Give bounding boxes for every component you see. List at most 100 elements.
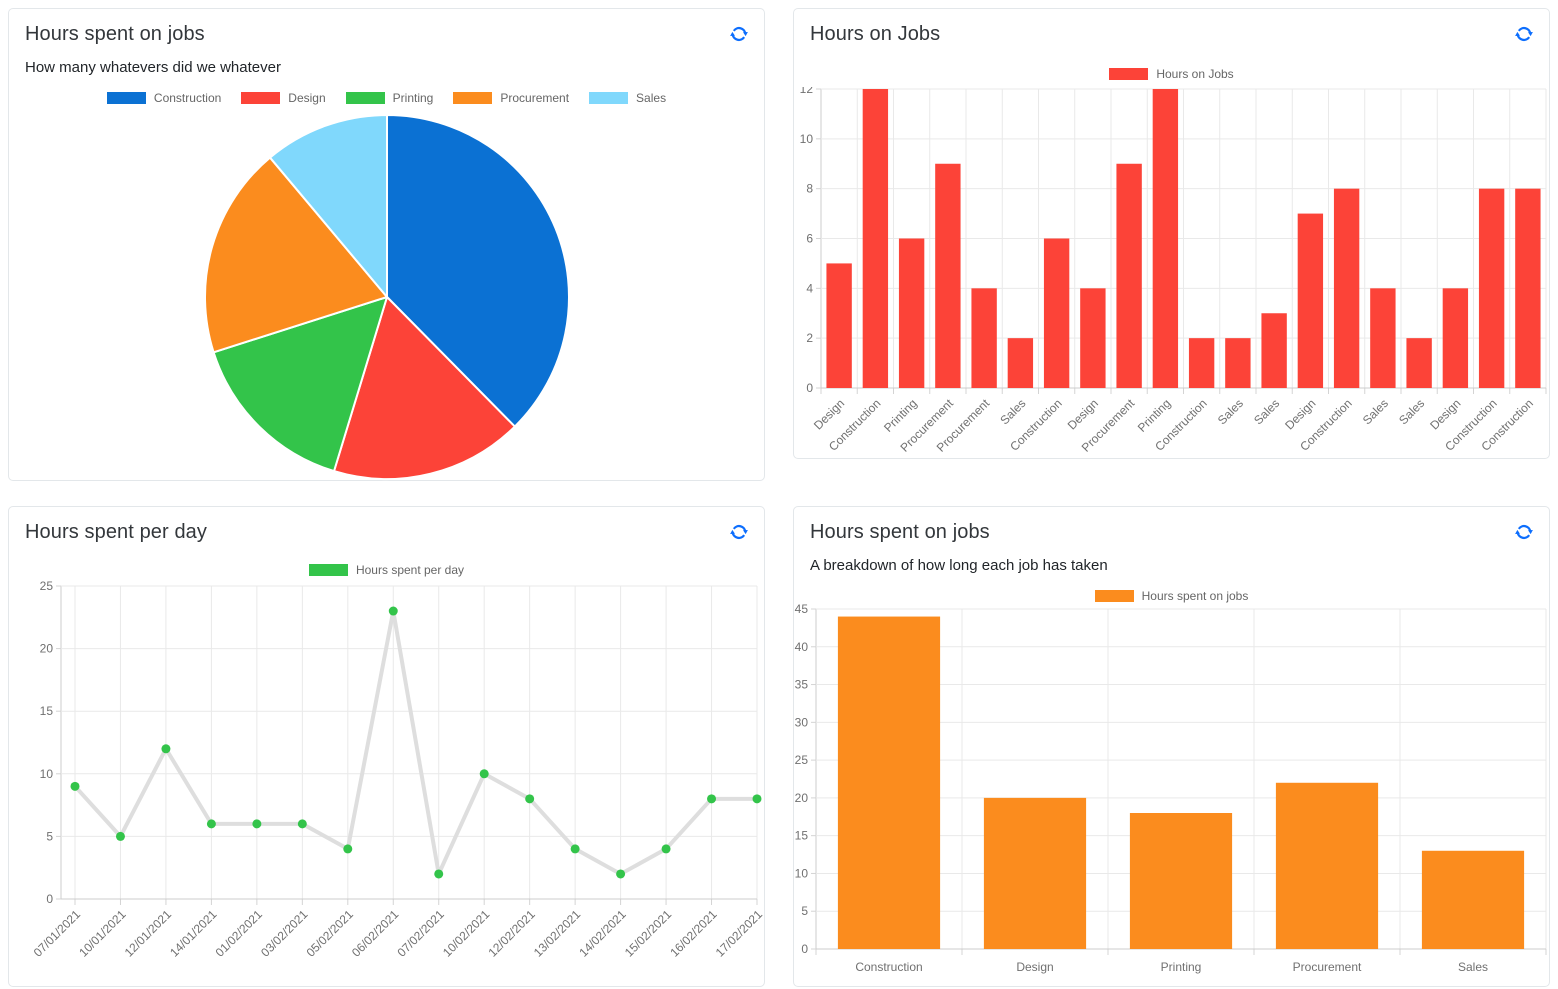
bar-design <box>983 797 1087 949</box>
chart-legend: Hours spent per day <box>9 563 764 577</box>
bar-sales <box>1007 338 1034 388</box>
legend-item[interactable]: Design <box>241 91 326 105</box>
legend-label: Design <box>288 91 326 105</box>
bar-design <box>1080 288 1106 388</box>
y-tick-label: 40 <box>795 640 809 654</box>
x-tick-label: Sales <box>1360 396 1391 427</box>
x-tick-label: 10/01/2021 <box>76 907 129 960</box>
legend-swatch <box>453 92 493 104</box>
x-tick-label: 17/02/2021 <box>713 907 766 960</box>
x-tick-label: 12/01/2021 <box>122 907 175 960</box>
x-tick-label: 14/01/2021 <box>167 907 220 960</box>
data-point <box>434 869 444 879</box>
bar-construction <box>1478 188 1505 388</box>
x-tick-label: 16/02/2021 <box>667 907 720 960</box>
legend-swatch <box>241 92 281 104</box>
pie-slice-construction <box>386 114 570 428</box>
bar-procurement <box>1275 782 1379 949</box>
x-tick-label: 14/02/2021 <box>576 907 629 960</box>
bar-sales <box>1370 288 1396 388</box>
data-point <box>297 819 307 829</box>
x-tick-label: 12/02/2021 <box>485 907 538 960</box>
panel-subtitle: How many whatevers did we whatever <box>25 59 281 76</box>
x-tick-label: 06/02/2021 <box>349 907 402 960</box>
panel-title: Hours on Jobs <box>810 23 941 45</box>
data-point <box>70 781 80 791</box>
refresh-button[interactable] <box>1515 523 1533 541</box>
legend-label: Construction <box>153 91 222 105</box>
y-tick-label: 45 <box>795 603 809 616</box>
x-tick-label: 03/02/2021 <box>258 907 311 960</box>
legend-item[interactable]: Procurement <box>453 91 569 105</box>
refresh-icon <box>730 26 748 42</box>
y-tick-label: 10 <box>795 866 809 880</box>
x-tick-label: Sales <box>1396 396 1427 427</box>
legend-swatch <box>308 564 348 576</box>
legend-swatch <box>589 92 629 104</box>
y-tick-label: 0 <box>806 381 813 395</box>
legend-label: Hours spent on jobs <box>1141 589 1249 603</box>
x-tick-label: 10/02/2021 <box>440 907 493 960</box>
legend-item[interactable]: Hours on Jobs <box>1109 67 1234 81</box>
y-tick-label: 10 <box>800 132 814 146</box>
legend-item[interactable]: Hours spent per day <box>308 563 464 577</box>
x-tick-label: Sales <box>1215 396 1246 427</box>
data-point <box>707 794 717 804</box>
y-tick-label: 15 <box>795 829 809 843</box>
line-chart: 0 5 10 15 20 25 07/01/202110/01/202112/01/2021… <box>31 579 766 960</box>
refresh-button[interactable] <box>1515 25 1533 43</box>
refresh-icon <box>730 524 748 540</box>
pie-chart <box>204 114 570 480</box>
pie-slice-design <box>333 296 516 480</box>
chart-legend: Hours spent on jobs <box>794 589 1549 603</box>
y-tick-label: 12 <box>800 87 814 96</box>
x-tick-label: Sales <box>997 396 1028 427</box>
x-tick-label: 07/01/2021 <box>31 907 84 960</box>
refresh-button[interactable] <box>730 25 748 43</box>
data-point <box>616 869 626 879</box>
x-tick-label: Procurement <box>1293 960 1362 974</box>
refresh-button[interactable] <box>730 523 748 541</box>
legend-item[interactable]: Sales <box>589 91 666 105</box>
x-tick-label: 15/02/2021 <box>622 907 675 960</box>
x-tick-label: Sales <box>1458 960 1488 974</box>
bar-construction <box>1043 238 1070 388</box>
legend-item[interactable]: Printing <box>345 91 434 105</box>
bar-sales <box>1261 313 1287 388</box>
pie-slice-sales <box>269 114 388 298</box>
bar-design <box>1442 288 1469 388</box>
bar-design <box>826 263 852 388</box>
y-tick-label: 35 <box>795 678 809 692</box>
y-tick-label: 15 <box>40 704 54 718</box>
y-tick-label: 10 <box>40 767 54 781</box>
x-tick-label: Construction <box>855 960 922 974</box>
data-point <box>525 794 535 804</box>
bar-printing <box>898 238 925 388</box>
panel-hours-on-jobs-bar: Hours on Jobs Hours on Jobs 0 2 4 6 8 10 12 Des… <box>793 8 1550 459</box>
y-tick-label: 0 <box>801 942 808 956</box>
legend-label: Procurement <box>500 91 570 105</box>
legend-item[interactable]: Hours spent on jobs <box>1094 589 1249 603</box>
data-point <box>343 844 353 854</box>
chart-legend: Construction Design Printing Procurement Sal… <box>9 91 764 105</box>
legend-swatch <box>345 92 385 104</box>
refresh-icon <box>1515 524 1533 540</box>
x-tick-label: 05/02/2021 <box>304 907 357 960</box>
legend-label: Printing <box>392 91 434 105</box>
panel-hours-spent-per-day: Hours spent per day Hours spent per day … <box>8 506 765 987</box>
bar-procurement <box>1116 163 1142 388</box>
panel-hours-spent-on-jobs-pie: Hours spent on jobs How many whatevers d… <box>8 8 765 481</box>
legend-swatch <box>1094 590 1134 602</box>
y-tick-label: 5 <box>801 904 808 918</box>
x-tick-label: 13/02/2021 <box>531 907 584 960</box>
legend-item[interactable]: Construction <box>106 91 222 105</box>
bar-procurement <box>935 163 961 388</box>
data-point <box>752 794 762 804</box>
y-tick-label: 2 <box>806 331 813 345</box>
bar-construction <box>1515 188 1541 388</box>
bar-chart: 024681012DesignConstructionPrintingProcu… <box>800 87 1547 455</box>
legend-swatch <box>1109 68 1149 80</box>
bar-sales <box>1421 850 1525 949</box>
panel-title: Hours spent per day <box>25 521 207 543</box>
legend-swatch <box>106 92 146 104</box>
